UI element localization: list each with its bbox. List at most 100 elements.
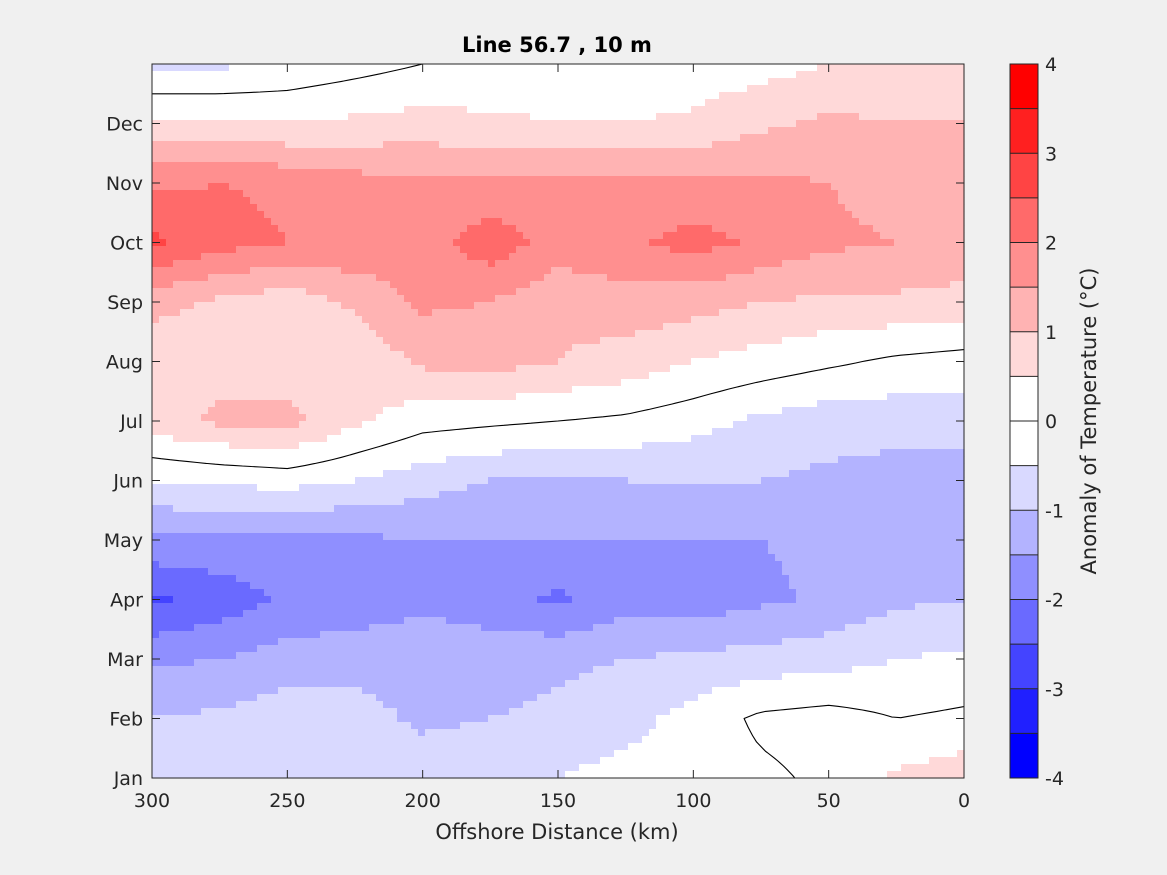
contour-cell <box>180 92 188 100</box>
contour-cell <box>159 183 167 191</box>
contour-cell <box>299 302 307 310</box>
contour-cell <box>166 99 174 107</box>
contour-cell <box>698 78 706 86</box>
contour-cell <box>915 211 923 219</box>
contour-cell <box>894 92 902 100</box>
contour-cell <box>173 267 181 275</box>
contour-cell <box>152 274 160 282</box>
contour-cell <box>152 211 160 219</box>
contour-cell <box>348 330 356 338</box>
contour-cell <box>278 183 286 191</box>
contour-cell <box>530 162 538 170</box>
contour-cell <box>565 113 573 121</box>
contour-cell <box>222 337 230 345</box>
contour-cell <box>656 344 664 352</box>
contour-cell <box>460 204 468 212</box>
contour-cell <box>796 218 804 226</box>
contour-cell <box>880 190 888 198</box>
contour-cell <box>621 204 629 212</box>
contour-cell <box>243 113 251 121</box>
contour-cell <box>369 162 377 170</box>
contour-cell <box>390 176 398 184</box>
contour-cell <box>726 176 734 184</box>
contour-cell <box>369 358 377 366</box>
contour-cell <box>649 225 657 233</box>
contour-cell <box>481 176 489 184</box>
contour-cell <box>649 106 657 114</box>
contour-cell <box>313 239 321 247</box>
contour-cell <box>663 120 671 128</box>
contour-cell <box>376 176 384 184</box>
contour-cell <box>943 169 951 177</box>
contour-cell <box>775 337 783 345</box>
contour-cell <box>950 260 958 268</box>
contour-cell <box>929 330 937 338</box>
contour-cell <box>264 330 272 338</box>
contour-cell <box>292 309 300 317</box>
contour-cell <box>915 253 923 261</box>
contour-cell <box>558 176 566 184</box>
contour-cell <box>796 99 804 107</box>
contour-cell <box>740 211 748 219</box>
contour-cell <box>936 288 944 296</box>
contour-cell <box>418 204 426 212</box>
contour-cell <box>173 169 181 177</box>
contour-cell <box>222 351 230 359</box>
contour-cell <box>558 232 566 240</box>
contour-cell <box>453 176 461 184</box>
contour-cell <box>397 253 405 261</box>
contour-cell <box>152 302 160 310</box>
contour-cell <box>607 260 615 268</box>
contour-cell <box>621 330 629 338</box>
contour-cell <box>467 218 475 226</box>
contour-cell <box>460 309 468 317</box>
contour-cell <box>369 344 377 352</box>
contour-cell <box>908 232 916 240</box>
contour-cell <box>698 337 706 345</box>
contour-cell <box>362 183 370 191</box>
contour-cell <box>733 351 741 359</box>
contour-cell <box>327 141 335 149</box>
contour-cell <box>544 295 552 303</box>
contour-cell <box>565 106 573 114</box>
contour-cell <box>439 106 447 114</box>
contour-cell <box>740 78 748 86</box>
contour-cell <box>362 337 370 345</box>
contour-cell <box>453 358 461 366</box>
contour-cell <box>684 323 692 331</box>
contour-cell <box>173 176 181 184</box>
contour-cell <box>782 78 790 86</box>
contour-cell <box>495 288 503 296</box>
contour-cell <box>754 246 762 254</box>
contour-cell <box>880 113 888 121</box>
contour-cell <box>334 190 342 198</box>
contour-cell <box>243 337 251 345</box>
contour-cell <box>866 337 874 345</box>
contour-cell <box>523 127 531 135</box>
contour-cell <box>915 358 923 366</box>
contour-cell <box>740 239 748 247</box>
contour-cell <box>208 281 216 289</box>
contour-cell <box>635 113 643 121</box>
contour-cell <box>411 211 419 219</box>
contour-cell <box>817 176 825 184</box>
contour-cell <box>957 134 965 142</box>
contour-cell <box>355 148 363 156</box>
contour-cell <box>845 211 853 219</box>
contour-cell <box>509 344 517 352</box>
contour-cell <box>460 225 468 233</box>
contour-cell <box>824 120 832 128</box>
contour-cell <box>922 197 930 205</box>
contour-cell <box>663 351 671 359</box>
contour-cell <box>656 337 664 345</box>
contour-cell <box>222 211 230 219</box>
contour-cell <box>306 246 314 254</box>
contour-cell <box>271 71 279 79</box>
contour-cell <box>516 218 524 226</box>
contour-cell <box>229 176 237 184</box>
contour-cell <box>166 351 174 359</box>
contour-cell <box>327 295 335 303</box>
contour-cell <box>376 246 384 254</box>
contour-cell <box>411 323 419 331</box>
contour-cell <box>495 85 503 93</box>
